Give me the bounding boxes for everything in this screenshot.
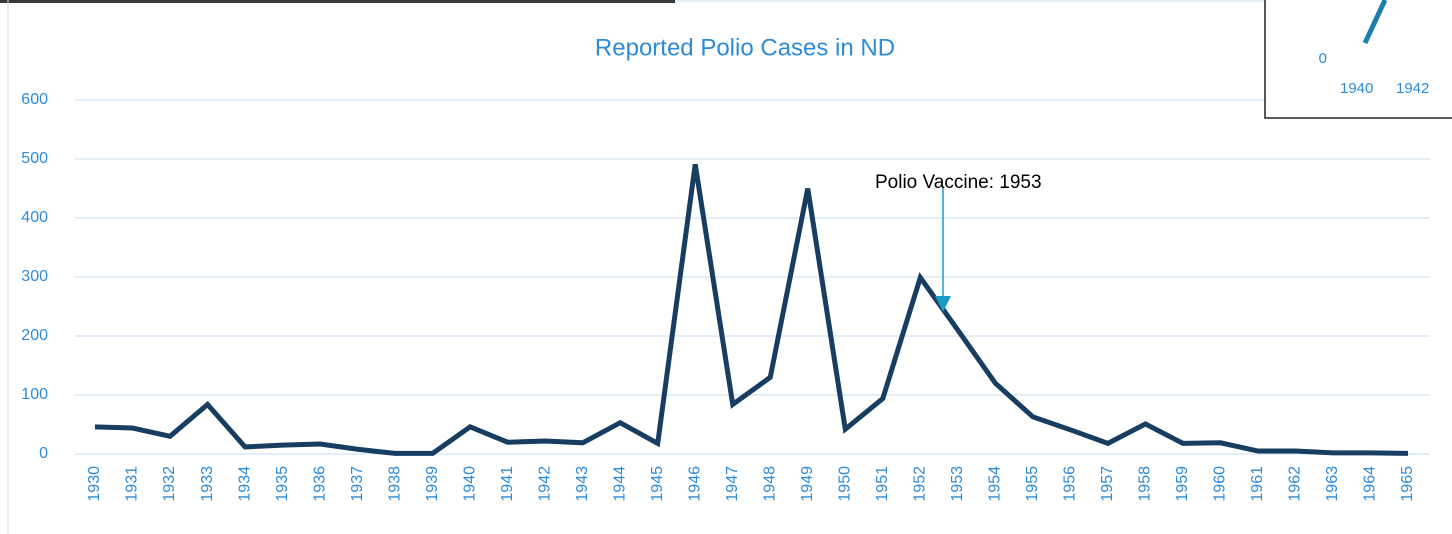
inset-frame — [1265, 0, 1452, 118]
x-tick-label: 1962 — [1287, 466, 1304, 502]
y-tick-label: 400 — [21, 209, 48, 226]
inset-x-tick-label: 1942 — [1396, 80, 1429, 97]
x-tick-label: 1949 — [799, 466, 816, 502]
x-tick-label: 1941 — [499, 466, 516, 502]
image-strip — [0, 0, 675, 3]
x-tick-label: 1933 — [199, 466, 216, 502]
x-tick-label: 1934 — [236, 466, 253, 502]
x-tick-label: 1937 — [349, 466, 366, 502]
chart-title: Reported Polio Cases in ND — [595, 34, 895, 61]
x-tick-label: 1935 — [274, 466, 291, 502]
x-tick-label: 1948 — [761, 466, 778, 502]
x-tick-label: 1964 — [1362, 466, 1379, 502]
x-tick-label: 1952 — [912, 466, 929, 502]
x-tick-label: 1958 — [1137, 466, 1154, 502]
y-tick-label: 600 — [21, 91, 48, 108]
y-tick-label: 0 — [39, 445, 48, 462]
x-tick-label: 1942 — [536, 466, 553, 502]
x-tick-label: 1947 — [724, 466, 741, 502]
x-tick-label: 1956 — [1062, 466, 1079, 502]
y-tick-label: 100 — [21, 386, 48, 403]
x-tick-label: 1957 — [1099, 466, 1116, 502]
x-tick-label: 1951 — [874, 466, 891, 502]
inset-x-tick-label: 1940 — [1340, 80, 1373, 97]
inset-y-tick-label: 0 — [1319, 50, 1327, 67]
x-tick-label: 1932 — [161, 466, 178, 502]
x-tick-label: 1938 — [386, 466, 403, 502]
annotation: Polio Vaccine: 1953 — [875, 172, 1042, 312]
x-tick-label: 1955 — [1024, 466, 1041, 502]
x-tick-label: 1943 — [574, 466, 591, 502]
x-tick-label: 1931 — [124, 466, 141, 502]
y-tick-label: 300 — [21, 268, 48, 285]
inset: 0 1940 1942 — [1265, 0, 1452, 118]
x-tick-label: 1954 — [987, 466, 1004, 502]
x-tick-label: 1961 — [1249, 466, 1266, 502]
x-tick-label: 1940 — [461, 466, 478, 502]
x-tick-label: 1930 — [86, 466, 103, 502]
x-tick-label: 1960 — [1212, 466, 1229, 502]
x-tick-label: 1950 — [837, 466, 854, 502]
annotation-text: Polio Vaccine: 1953 — [875, 172, 1042, 193]
x-tick-label: 1963 — [1324, 466, 1341, 502]
x-tick-label: 1959 — [1174, 466, 1191, 502]
data-line — [95, 164, 1408, 453]
chart: Reported Polio Cases in ND 0 100 200 300 400… — [0, 0, 1452, 534]
x-tick-label: 1946 — [686, 466, 703, 502]
x-tick-label: 1953 — [949, 466, 966, 502]
x-tick-label: 1965 — [1399, 466, 1416, 502]
x-tick-label: 1939 — [424, 466, 441, 502]
y-tick-label: 200 — [21, 327, 48, 344]
x-tick-label: 1945 — [649, 466, 666, 502]
x-tick-label: 1936 — [311, 466, 328, 502]
y-tick-label: 500 — [21, 150, 48, 167]
x-tick-label: 1944 — [611, 466, 628, 502]
